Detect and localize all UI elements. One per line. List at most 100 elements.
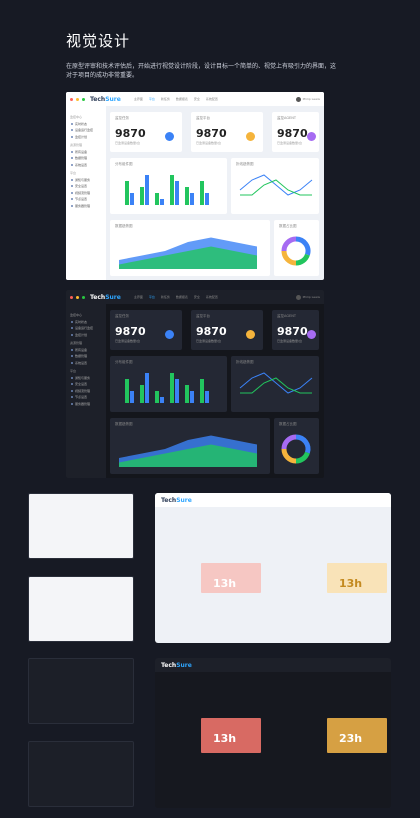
bar bbox=[155, 391, 159, 403]
sidebar-item[interactable]: 所有设备 bbox=[70, 347, 102, 354]
alert-tile[interactable]: 13h bbox=[201, 563, 261, 593]
donut-chart-panel: 数据占比图 bbox=[274, 418, 319, 474]
panel-title: 折线趋势图 bbox=[236, 360, 254, 364]
sidebar-group: 平台 bbox=[70, 369, 77, 373]
top-nav: 主界面 平台 新任务 数据报表 安全 系统配置 bbox=[134, 295, 218, 299]
bar bbox=[190, 391, 194, 403]
sidebar-item[interactable]: 服务器管理 bbox=[70, 401, 102, 408]
window-chrome: TechSure bbox=[155, 493, 391, 507]
tab-task[interactable]: 新任务 bbox=[160, 97, 170, 101]
stat-card[interactable]: 监控AGENT 9870 已监测设备数量/台 bbox=[272, 310, 319, 350]
tile-stat: 13h bbox=[213, 577, 237, 590]
warning-tile[interactable]: 23h bbox=[327, 718, 387, 753]
tab-security[interactable]: 安全 bbox=[193, 97, 200, 101]
sidebar-item[interactable]: 节点设置 bbox=[70, 394, 102, 401]
tab-platform[interactable]: 平台 bbox=[148, 295, 155, 299]
sidebar-item[interactable]: 服务器管理 bbox=[70, 203, 102, 210]
panel-title: 数据趋势图 bbox=[115, 224, 133, 228]
sidebar-item[interactable]: 安全设置 bbox=[70, 183, 102, 190]
tab-main[interactable]: 主界面 bbox=[133, 97, 143, 101]
sidebar-item[interactable]: 数据管理 bbox=[70, 155, 102, 162]
stat-card[interactable]: 监控平台 9870 已监测设备数量/台 bbox=[191, 310, 263, 350]
bar bbox=[130, 193, 134, 205]
thumbnail-light-grid[interactable] bbox=[28, 493, 134, 559]
area-chart bbox=[119, 237, 257, 269]
sidebar-item[interactable]: 设备运行监控 bbox=[70, 325, 102, 332]
sidebar-item[interactable]: 监控计划 bbox=[70, 332, 102, 339]
tab-platform[interactable]: 平台 bbox=[148, 97, 155, 101]
series-line bbox=[239, 174, 313, 196]
stat-title: 监控平台 bbox=[196, 116, 210, 120]
thumbnail-light-table[interactable] bbox=[28, 576, 134, 642]
bar bbox=[170, 175, 174, 205]
sidebar-item[interactable]: 设备运行监控 bbox=[70, 127, 102, 134]
tab-security[interactable]: 安全 bbox=[193, 295, 200, 299]
platform-icon bbox=[246, 132, 255, 141]
area-chart bbox=[119, 435, 257, 467]
bar bbox=[175, 181, 179, 205]
sidebar-item[interactable]: 系统设置 bbox=[70, 360, 102, 367]
window-chrome: TechSure 主界面 平台 新任务 数据报表 安全 系统配置 Philip … bbox=[66, 290, 324, 304]
tab-config[interactable]: 系统配置 bbox=[205, 97, 218, 101]
tab-main[interactable]: 主界面 bbox=[133, 295, 143, 299]
donut-slice bbox=[281, 250, 297, 266]
sidebar-item[interactable]: 安全设置 bbox=[70, 381, 102, 388]
user-menu[interactable]: Philip Lewis bbox=[295, 96, 320, 102]
top-nav: 主界面 平台 新任务 数据报表 安全 系统配置 bbox=[134, 97, 218, 101]
stat-card[interactable]: 监控任务 9870 已监测设备数量/台 bbox=[110, 112, 182, 152]
sidebar: 监控中心 实时状态 设备运行监控 监控计划 资源管理 所有设备 数据管理 系统设… bbox=[66, 106, 106, 280]
page-title: 视觉设计 bbox=[66, 32, 131, 50]
stat-card[interactable]: 监控任务 9870 已监测设备数量/台 bbox=[110, 310, 182, 350]
tab-report[interactable]: 数据报表 bbox=[175, 97, 188, 101]
logo: TechSure bbox=[90, 95, 121, 103]
sidebar: 监控中心 实时状态 设备运行监控 监控计划 资源管理 所有设备 数据管理 系统设… bbox=[66, 304, 106, 478]
sidebar-item[interactable]: 视频流管理 bbox=[70, 190, 102, 197]
bar bbox=[140, 385, 144, 403]
bar bbox=[200, 379, 204, 403]
monitor-grid-light: TechSure 13h 13h bbox=[155, 493, 391, 643]
warning-tile[interactable]: 13h bbox=[327, 563, 387, 593]
bar bbox=[170, 373, 174, 403]
series-line bbox=[240, 179, 312, 196]
maximize-dot-icon bbox=[82, 295, 85, 299]
sidebar-item[interactable]: 数据管理 bbox=[70, 353, 102, 360]
user-name: Philip Lewis bbox=[302, 97, 320, 101]
stat-card[interactable]: 监控平台 9870 已监测设备数量/台 bbox=[191, 112, 263, 152]
stat-sub: 已监测设备数量/台 bbox=[196, 141, 222, 145]
area-series bbox=[119, 444, 257, 467]
line-chart-panel: 折线趋势图 bbox=[231, 158, 319, 214]
sidebar-group: 监控中心 bbox=[70, 115, 83, 119]
alert-tile[interactable]: 13h bbox=[201, 718, 261, 753]
sidebar-item[interactable]: 所有设备 bbox=[70, 149, 102, 156]
bar bbox=[140, 187, 144, 205]
sidebar-item[interactable]: 实时状态 bbox=[70, 121, 102, 128]
platform-icon bbox=[246, 330, 255, 339]
tab-config[interactable]: 系统配置 bbox=[205, 295, 218, 299]
sidebar-item[interactable]: 视频流管理 bbox=[70, 388, 102, 395]
sidebar-item[interactable]: 系统设置 bbox=[70, 162, 102, 169]
sidebar-item[interactable]: 节点设置 bbox=[70, 196, 102, 203]
sidebar-item[interactable]: 监控计划 bbox=[70, 134, 102, 141]
tab-report[interactable]: 数据报表 bbox=[175, 295, 188, 299]
sidebar-item[interactable]: 通知与服务 bbox=[70, 375, 102, 382]
stat-value: 9870 bbox=[115, 325, 146, 338]
series-line bbox=[240, 377, 312, 394]
monitor-grid-dark: TechSure 13h 23h bbox=[155, 658, 391, 808]
donut-slice bbox=[281, 448, 297, 464]
tab-task[interactable]: 新任务 bbox=[160, 295, 170, 299]
bar bbox=[145, 175, 149, 205]
thumbnail-dark-table[interactable] bbox=[28, 741, 134, 807]
donut-slice bbox=[295, 434, 311, 454]
thumbnail-dark-grid[interactable] bbox=[28, 658, 134, 724]
stat-card[interactable]: 监控AGENT 9870 已监测设备数量/台 bbox=[272, 112, 319, 152]
user-menu[interactable]: Philip Lewis bbox=[295, 294, 320, 300]
logo: TechSure bbox=[90, 293, 121, 301]
sidebar-item[interactable]: 通知与服务 bbox=[70, 177, 102, 184]
logo: TechSure bbox=[161, 496, 192, 504]
tile-stat: 13h bbox=[213, 732, 237, 745]
sidebar-item[interactable]: 实时状态 bbox=[70, 319, 102, 326]
line-chart bbox=[239, 174, 313, 196]
panel-title: 数据趋势图 bbox=[115, 422, 133, 426]
panel-title: 折线趋势图 bbox=[236, 162, 254, 166]
bar-chart bbox=[125, 373, 209, 403]
